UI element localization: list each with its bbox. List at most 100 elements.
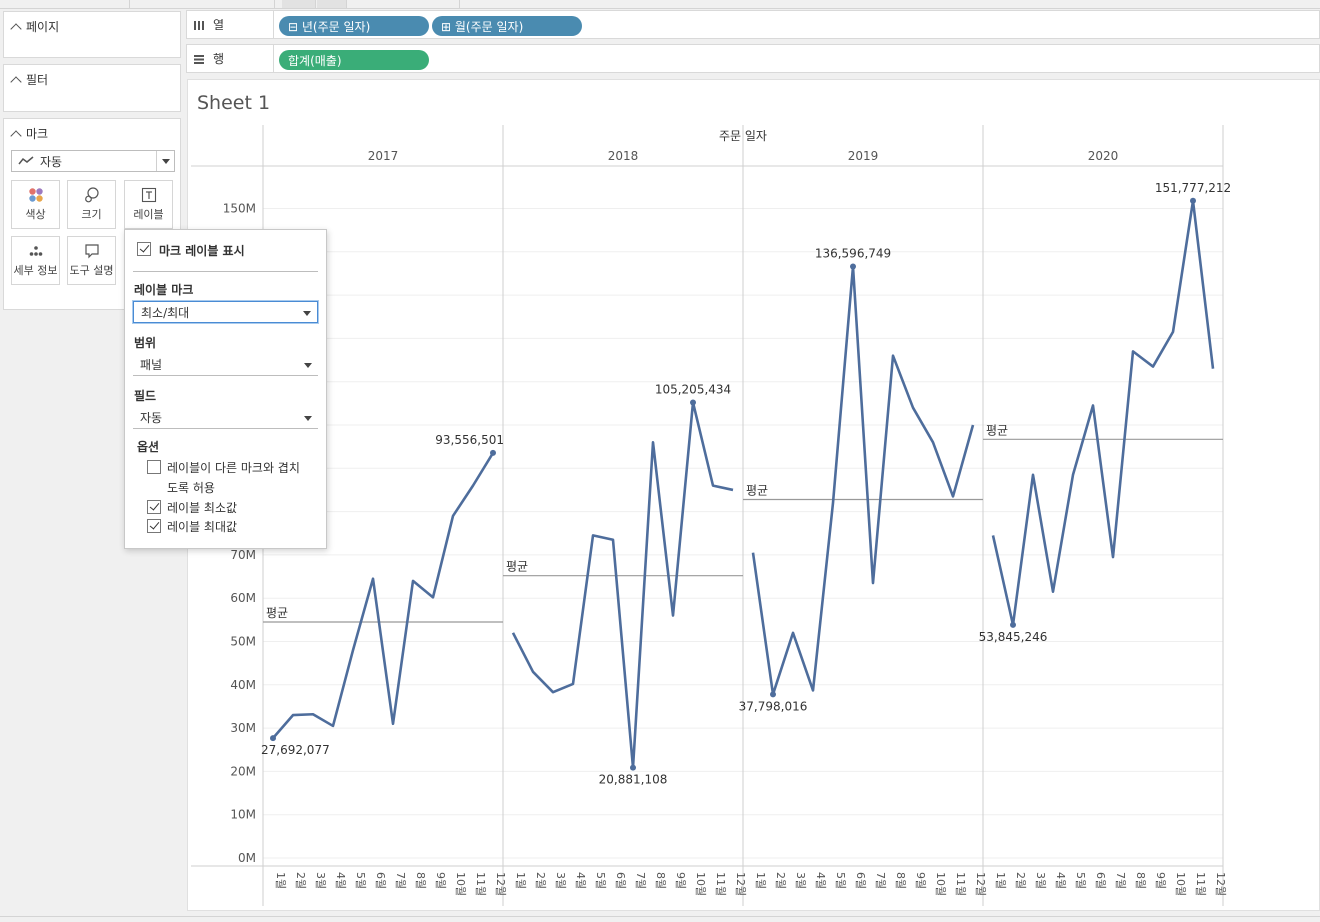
min-point	[1010, 621, 1016, 628]
month-tick-label: 9월	[914, 872, 927, 889]
y-tick-label: 150M	[223, 202, 256, 216]
toolbar-segment	[317, 0, 347, 8]
columns-shelf-label: 열	[193, 16, 224, 33]
month-tick-label: 2월	[534, 872, 547, 889]
marks-card: 마크 자동 색상 크기 레이블	[3, 118, 181, 310]
status-bar	[0, 916, 1320, 922]
allow-overlap-checkbox[interactable]	[147, 460, 161, 474]
label-marks-value: 최소/최대	[141, 305, 190, 320]
columns-shelf[interactable]: 열 ⊟ 년(주문 일자) ⊞ 월(주문 일자)	[186, 10, 1320, 39]
sum-sales-pill[interactable]: 합계(매출)	[279, 50, 429, 70]
dropdown-arrow-icon[interactable]	[156, 151, 174, 171]
shelf-divider	[273, 11, 274, 38]
month-tick-label: 4월	[574, 872, 587, 889]
min-point	[270, 735, 276, 742]
month-tick-label: 10월	[454, 872, 467, 896]
label-min-checkbox[interactable]	[147, 500, 161, 514]
tooltip-icon	[84, 244, 99, 259]
label-min-text: 레이블 최소값	[167, 501, 238, 515]
max-value-label: 151,777,212	[1155, 181, 1231, 195]
year-order-date-pill[interactable]: ⊟ 년(주문 일자)	[279, 16, 429, 36]
month-tick-label: 3월	[554, 872, 567, 889]
label-max-text: 레이블 최대값	[167, 520, 238, 534]
color-button[interactable]: 색상	[11, 180, 60, 229]
field-select[interactable]: 자동	[133, 407, 318, 429]
y-tick-label: 20M	[230, 764, 256, 778]
month-tick-label: 3월	[794, 872, 807, 889]
sales-line-2019	[751, 265, 975, 696]
show-labels-checkbox[interactable]	[137, 242, 151, 256]
mark-type-value: 자동	[40, 154, 63, 169]
top-toolbar-strip	[0, 0, 1320, 9]
pages-card[interactable]: 페이지	[3, 11, 181, 58]
color-icon	[28, 188, 43, 202]
show-labels-text: 마크 레이블 표시	[159, 244, 245, 258]
month-tick-label: 10월	[934, 872, 947, 896]
y-tick-label: 60M	[230, 591, 256, 605]
pages-card-header[interactable]: 페이지	[10, 18, 59, 35]
month-tick-label: 4월	[814, 872, 827, 889]
scope-heading: 범위	[134, 336, 157, 350]
worksheet-view: Sheet 1 주문 일자0M10M20M30M40M50M60M70M80M9…	[187, 79, 1320, 911]
month-tick-label: 10월	[1174, 872, 1187, 896]
tooltip-button[interactable]: 도구 설명	[67, 236, 116, 285]
min-point	[630, 764, 636, 771]
rows-shelf-label: 행	[193, 50, 224, 67]
collapse-caret-icon[interactable]	[10, 75, 22, 88]
average-label: 평균	[506, 560, 528, 574]
filters-card-header[interactable]: 필터	[10, 71, 48, 88]
panel-year-label: 2019	[848, 149, 879, 163]
month-order-date-pill[interactable]: ⊞ 월(주문 일자)	[432, 16, 582, 36]
label-button[interactable]: 레이블	[124, 180, 173, 229]
toolbar-segment	[130, 0, 275, 8]
rows-label: 행	[213, 52, 225, 66]
month-tick-label: 11월	[954, 872, 967, 896]
label-max-checkbox[interactable]	[147, 519, 161, 533]
month-tick-label: 10월	[694, 872, 707, 896]
month-tick-label: 3월	[1034, 872, 1047, 889]
panel-year-label: 2017	[368, 149, 399, 163]
mark-type-dropdown[interactable]: 자동	[11, 150, 175, 172]
average-label: 평균	[986, 423, 1008, 437]
shelf-divider	[273, 45, 274, 72]
month-tick-label: 2월	[294, 872, 307, 889]
month-tick-label: 8월	[894, 872, 907, 889]
month-tick-label: 7월	[1114, 872, 1127, 889]
max-point	[690, 399, 696, 406]
marks-title: 마크	[26, 127, 49, 141]
month-tick-label: 12월	[1214, 872, 1227, 896]
rows-shelf[interactable]: 행 합계(매출)	[186, 44, 1320, 73]
sales-line-2020	[991, 199, 1215, 627]
collapse-caret-icon[interactable]	[10, 22, 22, 35]
allow-overlap-text-line1: 레이블이 다른 마크와 겹치	[167, 461, 300, 475]
detail-button[interactable]: 세부 정보	[11, 236, 60, 285]
panel-year-label: 2020	[1088, 149, 1119, 163]
mark-label-popup: 마크 레이블 표시 레이블 마크 최소/최대 범위 패널 필드 자동 옵션 레이…	[124, 229, 327, 549]
allow-overlap-text-line2: 도록 허용	[167, 481, 215, 495]
month-tick-label: 9월	[674, 872, 687, 889]
min-value-label: 20,881,108	[599, 773, 668, 787]
month-tick-label: 8월	[654, 872, 667, 889]
month-tick-label: 8월	[1134, 872, 1147, 889]
line-chart: 주문 일자0M10M20M30M40M50M60M70M80M90M100M11…	[191, 125, 1231, 906]
min-value-label: 53,845,246	[979, 630, 1048, 644]
size-button[interactable]: 크기	[67, 180, 116, 229]
toolbar-segment	[0, 0, 130, 8]
label-marks-select[interactable]: 최소/최대	[133, 301, 318, 323]
month-tick-label: 6월	[374, 872, 387, 889]
toolbar-segment	[282, 0, 316, 8]
size-button-label: 크기	[81, 208, 102, 221]
collapse-caret-icon[interactable]	[10, 129, 22, 142]
month-tick-label: 7월	[634, 872, 647, 889]
detail-button-label: 세부 정보	[13, 264, 58, 277]
marks-card-header[interactable]: 마크	[10, 125, 49, 142]
sales-line-2017	[272, 452, 495, 739]
month-tick-label: 4월	[1054, 872, 1067, 889]
min-point	[770, 691, 776, 698]
detail-icon	[29, 246, 42, 256]
month-tick-label: 1월	[994, 872, 1007, 889]
tooltip-button-label: 도구 설명	[69, 264, 114, 277]
filters-card[interactable]: 필터	[3, 64, 181, 112]
y-tick-label: 10M	[230, 808, 256, 822]
scope-select[interactable]: 패널	[133, 354, 318, 376]
